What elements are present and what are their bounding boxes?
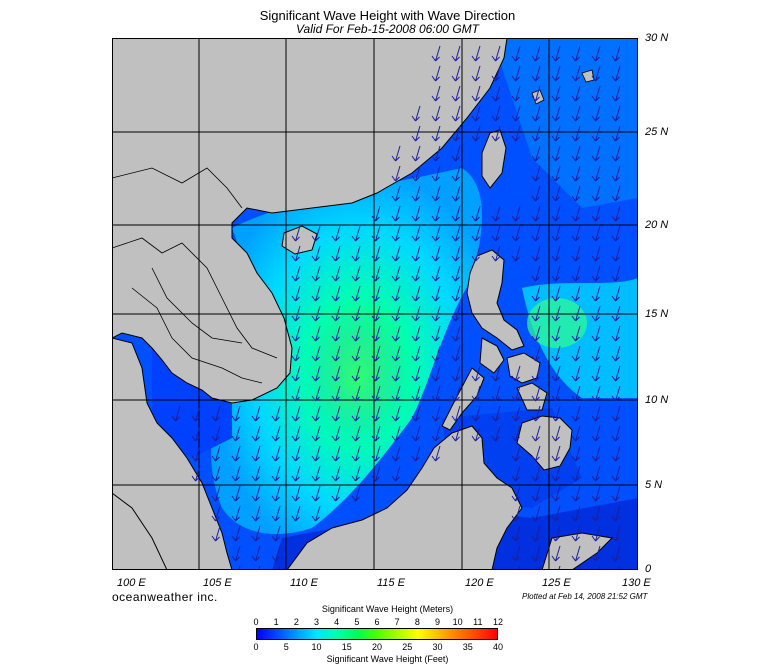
colorbar-feet-tick: 15 — [342, 642, 352, 652]
lat-label: 10 N — [645, 394, 668, 406]
lon-label: 130 E — [622, 577, 651, 589]
colorbar-meter-tick: 6 — [374, 617, 379, 627]
colorbar-meter-tick: 0 — [253, 617, 258, 627]
brand-logo-text: oceanweather inc. — [112, 590, 218, 604]
lat-label: 5 N — [645, 479, 662, 491]
colorbar-meter-tick: 1 — [274, 617, 279, 627]
colorbar-meter-tick: 11 — [473, 617, 482, 627]
lon-label: 125 E — [542, 577, 571, 589]
colorbar-meter-tick: 5 — [354, 617, 359, 627]
colorbar-feet-tick: 0 — [253, 642, 258, 652]
lat-label: 30 N — [645, 32, 668, 44]
lon-label: 115 E — [377, 577, 405, 589]
colorbar-feet-tick: 20 — [372, 642, 382, 652]
colorbar-meter-tick: 8 — [415, 617, 420, 627]
colorbar-meter-tick: 2 — [294, 617, 299, 627]
colorbar-meter-tick: 12 — [493, 617, 503, 627]
colorbar-feet-tick: 5 — [284, 642, 289, 652]
colorbar-meter-tick: 10 — [453, 617, 463, 627]
colorbar-feet-tick: 40 — [493, 642, 503, 652]
colorbar-feet-tick: 25 — [402, 642, 412, 652]
colorbar-meter-tick: 9 — [435, 617, 440, 627]
plotted-timestamp: Plotted at Feb 14, 2008 21:52 GMT — [522, 592, 647, 601]
lon-label: 100 E — [117, 577, 146, 589]
colorbar-feet-tick: 10 — [311, 642, 321, 652]
colorbar — [256, 628, 498, 640]
map-frame — [112, 38, 638, 570]
wave-height-map — [112, 38, 638, 570]
lat-label: 15 N — [645, 308, 668, 320]
colorbar-feet-tick: 30 — [432, 642, 442, 652]
colorbar-title-feet: Significant Wave Height (Feet) — [0, 654, 775, 664]
colorbar-meter-tick: 4 — [334, 617, 339, 627]
lat-label: 25 N — [645, 126, 668, 138]
colorbar-meter-tick: 7 — [395, 617, 400, 627]
colorbar-meter-tick: 3 — [314, 617, 319, 627]
lon-label: 110 E — [290, 577, 318, 589]
lon-label: 105 E — [203, 577, 232, 589]
page-title: Significant Wave Height with Wave Direct… — [0, 8, 775, 23]
lon-label: 120 E — [465, 577, 494, 589]
lat-label: 0 — [645, 563, 651, 575]
colorbar-feet-tick: 35 — [463, 642, 473, 652]
colorbar-title-meters: Significant Wave Height (Meters) — [0, 604, 775, 614]
lat-label: 20 N — [645, 219, 668, 231]
